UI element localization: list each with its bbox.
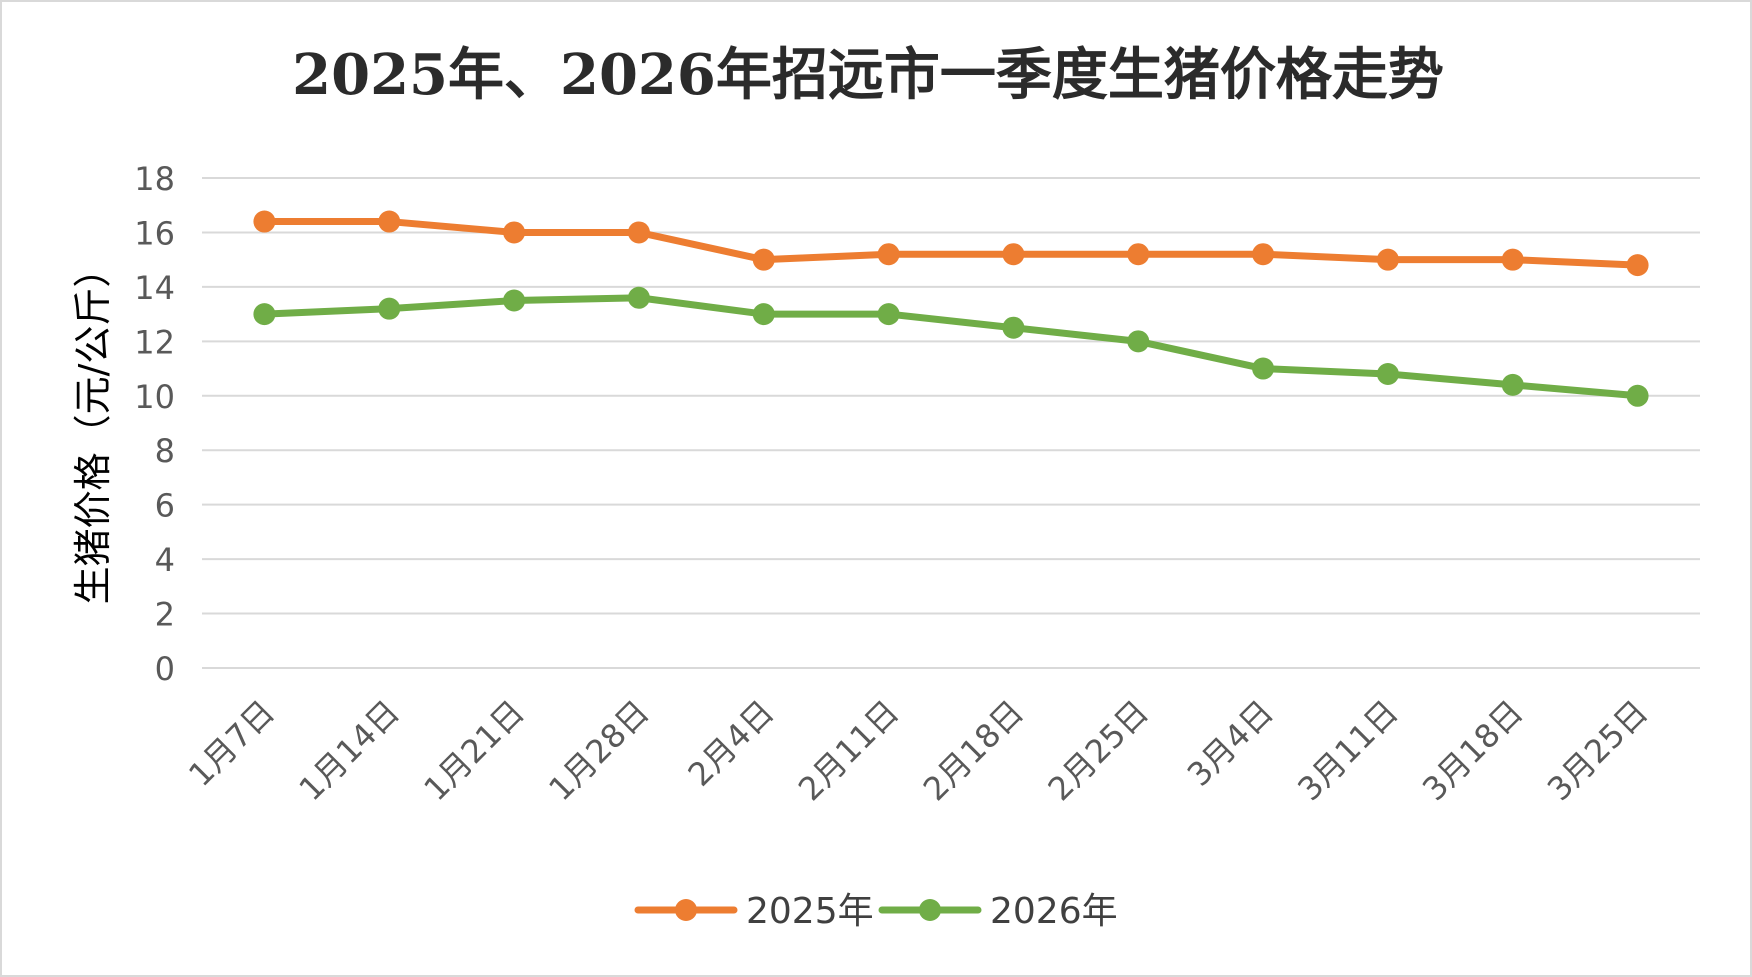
x-tick-label: 2月4日 bbox=[680, 693, 781, 794]
data-point bbox=[877, 243, 900, 266]
legend-swatch-marker bbox=[675, 899, 697, 921]
y-tick-label: 10 bbox=[134, 378, 175, 416]
data-point bbox=[1626, 384, 1649, 407]
data-point bbox=[627, 221, 650, 244]
legend-label: 2026年 bbox=[990, 891, 1118, 932]
series-group bbox=[253, 210, 1649, 407]
data-point bbox=[253, 210, 276, 233]
y-tick-label: 4 bbox=[155, 541, 175, 579]
y-tick-label: 12 bbox=[134, 323, 175, 361]
data-point bbox=[1002, 316, 1025, 339]
y-tick-label: 14 bbox=[134, 269, 175, 307]
x-tick-label: 3月25日 bbox=[1540, 693, 1655, 808]
data-point bbox=[1376, 363, 1399, 385]
data-point bbox=[1626, 254, 1649, 277]
y-tick-label: 16 bbox=[134, 214, 175, 252]
data-point bbox=[1127, 330, 1150, 353]
data-point bbox=[503, 289, 526, 312]
x-tick-label: 2月18日 bbox=[916, 693, 1031, 808]
series-2026年 bbox=[253, 286, 1649, 407]
legend-item: 2025年 bbox=[634, 891, 874, 932]
data-point bbox=[1501, 248, 1524, 271]
x-tick-label: 2月11日 bbox=[791, 693, 906, 808]
data-point bbox=[1252, 357, 1275, 380]
y-tick-label: 8 bbox=[155, 432, 175, 470]
series-line bbox=[260, 218, 1642, 269]
data-point bbox=[253, 303, 276, 326]
data-point bbox=[503, 221, 526, 244]
data-point bbox=[752, 303, 775, 326]
series-line bbox=[260, 294, 1642, 400]
data-point bbox=[1252, 243, 1275, 266]
x-axis-ticks: 1月7日 1月14日 1月21日 1月28日 2月4日 2月11日 2月18日 2月25日 3月… bbox=[181, 693, 1655, 808]
x-tick-label: 2月25日 bbox=[1041, 693, 1156, 808]
data-point bbox=[1127, 243, 1150, 266]
x-tick-label: 3月11日 bbox=[1290, 693, 1405, 808]
legend-swatch-marker bbox=[919, 899, 941, 921]
x-tick-label: 1月14日 bbox=[292, 693, 407, 808]
x-tick-label: 3月18日 bbox=[1415, 693, 1530, 808]
y-tick-label: 6 bbox=[155, 487, 175, 525]
data-point bbox=[1501, 373, 1524, 396]
x-tick-label: 1月28日 bbox=[541, 693, 656, 808]
x-tick-label: 1月21日 bbox=[416, 693, 531, 808]
y-tick-label: 2 bbox=[155, 596, 175, 634]
data-point bbox=[877, 303, 900, 326]
data-point bbox=[378, 297, 401, 320]
series-2025年 bbox=[253, 210, 1649, 277]
data-point bbox=[752, 248, 775, 271]
gridlines bbox=[202, 177, 1700, 669]
data-point bbox=[378, 210, 401, 233]
x-tick-label: 1月7日 bbox=[181, 693, 282, 794]
legend-item: 2026年 bbox=[878, 891, 1118, 932]
y-tick-label: 18 bbox=[134, 160, 175, 198]
data-point bbox=[1376, 248, 1399, 271]
legend: 2025年 2026年 bbox=[634, 891, 1118, 932]
data-point bbox=[627, 286, 650, 309]
y-tick-label: 0 bbox=[155, 650, 175, 688]
y-axis-ticks: 0 2 4 6 8 10 12 14 16 18 bbox=[134, 160, 175, 688]
chart-title: 2025年、2026年招远市一季度生猪价格走势 bbox=[292, 42, 1444, 108]
x-tick-label: 3月4日 bbox=[1180, 693, 1281, 794]
y-axis-title: 生猪价格（元/公斤） bbox=[71, 250, 115, 605]
legend-label: 2025年 bbox=[746, 891, 874, 932]
data-point bbox=[1002, 243, 1025, 266]
